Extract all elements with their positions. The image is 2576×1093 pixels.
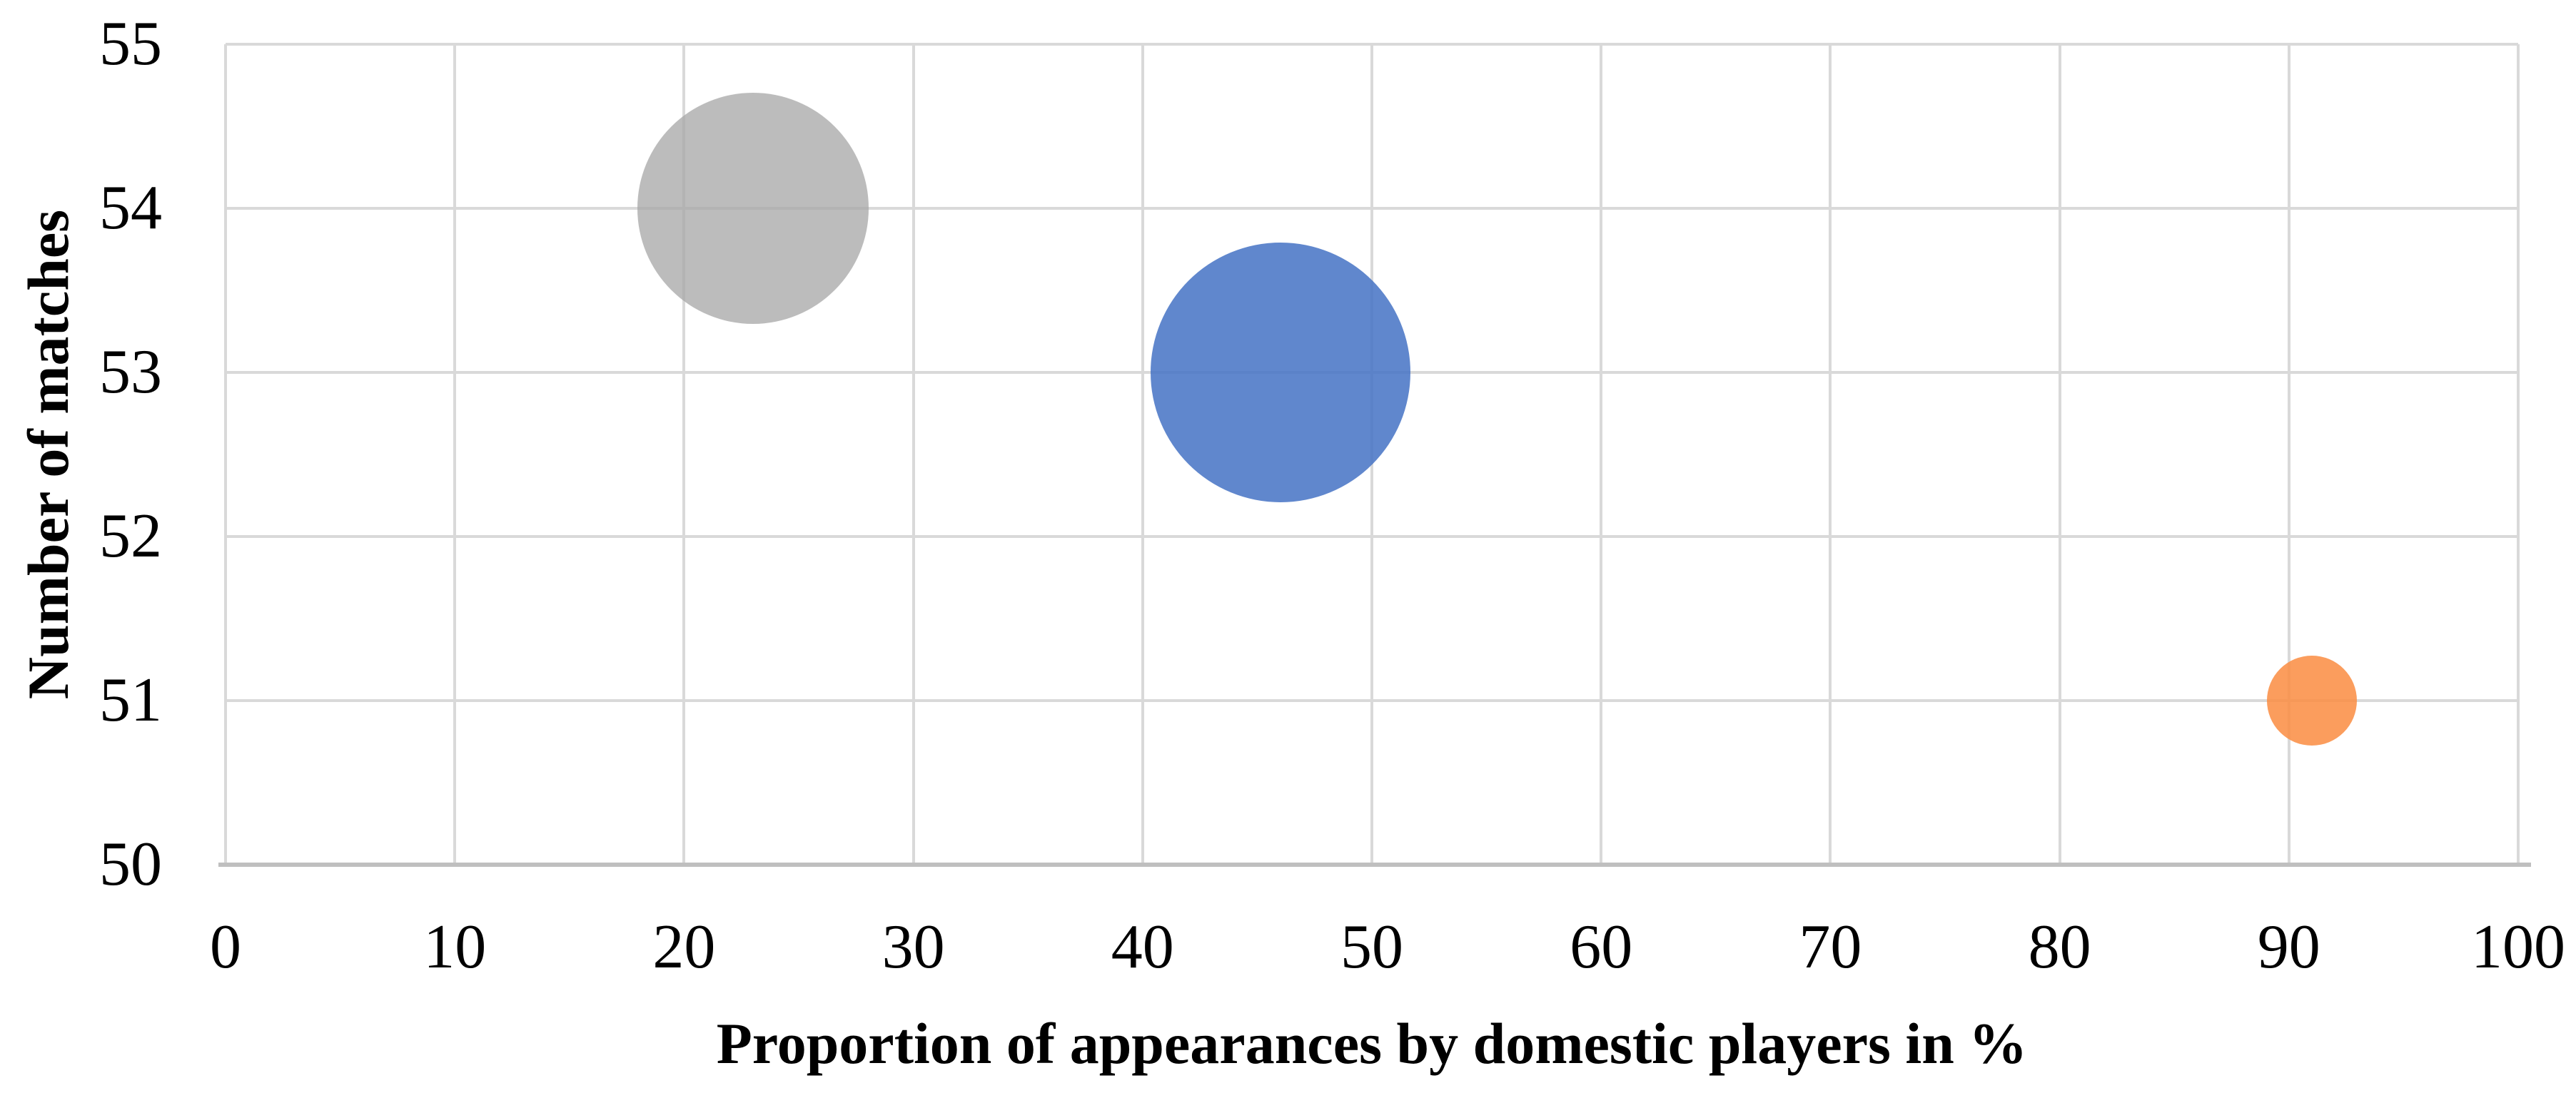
x-gridline-20 — [682, 44, 686, 865]
y-gridline-55 — [226, 43, 2518, 46]
x-axis-title: Proportion of appearances by domestic pl… — [716, 1011, 2028, 1076]
y-tick-label-53: 53 — [99, 337, 162, 407]
gray-bubble — [637, 93, 869, 324]
x-tick-label-60: 60 — [1570, 912, 1633, 982]
x-tick-label-50: 50 — [1340, 912, 1403, 982]
y-tick-label-54: 54 — [99, 173, 162, 243]
x-tick-label-90: 90 — [2257, 912, 2320, 982]
y-gridline-51 — [226, 699, 2518, 702]
x-gridline-90 — [2287, 44, 2290, 865]
x-tick-label-80: 80 — [2028, 912, 2091, 982]
y-tick-label-50: 50 — [99, 830, 162, 899]
x-gridline-100 — [2517, 44, 2520, 865]
orange-bubble — [2266, 656, 2357, 746]
x-gridline-40 — [1141, 44, 1144, 865]
x-tick-label-10: 10 — [423, 912, 487, 982]
x-tick-label-40: 40 — [1111, 912, 1174, 982]
x-tick-label-0: 0 — [210, 912, 241, 982]
x-tick-label-100: 100 — [2471, 912, 2565, 982]
x-gridline-70 — [1829, 44, 1832, 865]
x-gridline-30 — [911, 44, 915, 865]
y-gridline-52 — [226, 535, 2518, 538]
x-gridline-10 — [453, 44, 457, 865]
x-gridline-0 — [224, 44, 227, 865]
x-tick-label-70: 70 — [1799, 912, 1862, 982]
blue-bubble — [1150, 243, 1410, 502]
y-tick-label-55: 55 — [99, 9, 162, 78]
y-tick-label-52: 52 — [99, 502, 162, 571]
y-axis-title: Number of matches — [16, 209, 81, 700]
y-gridline-54 — [226, 207, 2518, 210]
y-tick-label-51: 51 — [99, 666, 162, 735]
x-tick-label-30: 30 — [882, 912, 945, 982]
x-tick-label-20: 20 — [652, 912, 716, 982]
x-gridline-60 — [1600, 44, 1603, 865]
x-gridline-80 — [2058, 44, 2061, 865]
x-axis-line — [218, 863, 2531, 867]
